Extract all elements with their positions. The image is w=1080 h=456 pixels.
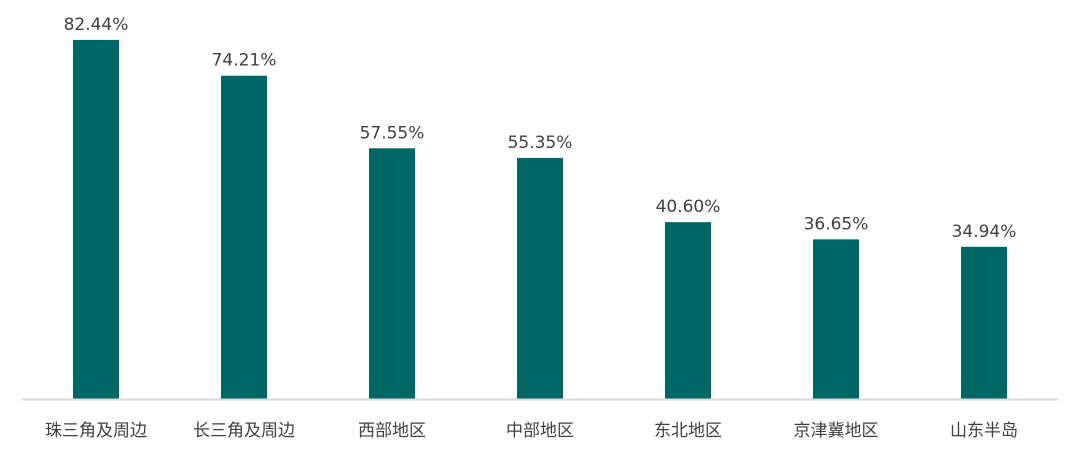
category-label: 珠三角及周边 [45,421,147,441]
value-label: 34.94% [952,222,1017,242]
value-labels-group: 82.44% 74.21% 57.55% 55.35% 40.60% 36.65% 34.9… [64,15,1017,242]
category-label: 西部地区 [358,421,426,441]
bar [961,246,1007,399]
category-label: 中部地区 [506,421,574,441]
bar [813,239,859,399]
category-label: 京津冀地区 [794,421,879,441]
bar [665,222,711,399]
bars-group [73,39,1007,400]
value-label: 36.65% [804,214,869,234]
value-label: 55.35% [508,133,573,153]
bar [517,157,563,399]
bar [221,75,267,399]
value-label: 82.44% [64,15,129,35]
category-label: 东北地区 [654,421,722,441]
category-label: 山东半岛 [950,421,1018,441]
category-label: 长三角及周边 [193,421,295,441]
value-label: 74.21% [212,51,277,71]
bar [369,148,415,399]
value-label: 57.55% [360,123,425,143]
category-labels-group: 珠三角及周边 长三角及周边 西部地区 中部地区 东北地区 京津冀地区 山东半岛 [45,421,1018,441]
value-label: 40.60% [656,197,721,217]
bar [73,39,119,400]
